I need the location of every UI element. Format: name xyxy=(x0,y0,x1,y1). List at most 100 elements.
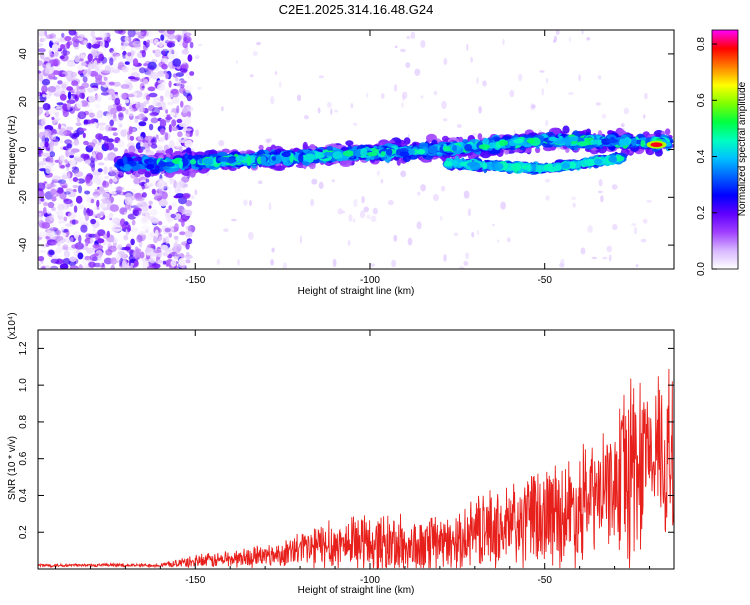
noise-blob xyxy=(74,95,79,101)
noise-blob xyxy=(164,92,174,99)
noise-blob xyxy=(112,228,122,232)
colorbar-tick-label: 0.8 xyxy=(696,37,707,51)
signal-blob xyxy=(416,148,426,155)
noise-blob xyxy=(80,62,87,67)
noise-blob xyxy=(90,30,95,38)
noise-blob xyxy=(59,190,67,200)
noise-blob xyxy=(48,73,56,80)
signal-blob xyxy=(494,162,504,171)
speckle-blob xyxy=(407,133,410,138)
signal-blob xyxy=(608,156,617,163)
noise-blob xyxy=(41,152,51,157)
noise-blob xyxy=(96,199,100,208)
signal-blob xyxy=(537,164,543,174)
noise-blob xyxy=(110,257,117,265)
noise-blob xyxy=(181,176,190,183)
noise-blob xyxy=(164,227,171,233)
noise-blob xyxy=(95,133,104,140)
speckle-blob xyxy=(350,103,354,109)
noise-blob xyxy=(87,53,93,62)
noise-blob xyxy=(55,247,61,254)
noise-blob xyxy=(69,154,75,159)
noise-blob xyxy=(175,93,183,99)
snr-y-label: SNR (10 * v/v) xyxy=(7,436,18,500)
speckle-blob xyxy=(236,60,238,64)
noise-blob xyxy=(179,122,187,127)
signal-blob xyxy=(122,156,128,165)
speckle-blob xyxy=(470,56,473,63)
noise-blob xyxy=(38,231,48,238)
noise-blob xyxy=(110,264,115,269)
noise-blob xyxy=(164,87,171,94)
noise-blob xyxy=(92,175,100,184)
noise-blob xyxy=(104,32,111,38)
noise-blob xyxy=(91,44,101,49)
noise-blob xyxy=(121,66,129,73)
noise-blob xyxy=(98,186,105,193)
signal-blob xyxy=(482,162,488,170)
signal-blob xyxy=(619,138,630,146)
noise-blob xyxy=(158,136,166,143)
noise-blob xyxy=(156,180,165,189)
noise-blob xyxy=(137,136,144,141)
y-tick-label: -40 xyxy=(18,237,29,252)
snr-y-axis: 0.20.40.60.81.01.2 xyxy=(18,341,674,539)
noise-blob xyxy=(80,153,87,159)
noise-blob xyxy=(59,263,69,269)
noise-blob xyxy=(174,188,181,193)
colorbar-tick-label: 0.4 xyxy=(696,149,707,163)
speckle-blob xyxy=(500,201,506,210)
noise-blob xyxy=(62,103,68,111)
noise-blob xyxy=(67,71,72,77)
noise-blob xyxy=(121,223,127,231)
noise-blob xyxy=(51,196,57,202)
noise-blob xyxy=(189,41,194,49)
noise-blob xyxy=(132,250,140,258)
noise-blob xyxy=(158,199,168,207)
speckle-blob xyxy=(463,261,469,266)
speckle-blob xyxy=(359,210,366,219)
speckle-blob xyxy=(195,129,200,137)
speckle-blob xyxy=(476,77,479,84)
noise-blob xyxy=(130,193,136,201)
noise-blob xyxy=(151,217,159,225)
y-tick-label: 0.8 xyxy=(18,415,29,429)
speckle-blob xyxy=(372,207,378,215)
noise-blob xyxy=(158,187,163,196)
speckle-blob xyxy=(394,84,398,92)
noise-blob xyxy=(69,151,76,155)
signal-blob xyxy=(298,153,304,163)
noise-blob xyxy=(63,249,70,258)
noise-blob xyxy=(148,257,156,263)
noise-blob xyxy=(63,216,68,222)
noise-blob xyxy=(106,215,114,219)
speckle-blob xyxy=(608,254,612,262)
y-tick-label: 1.2 xyxy=(18,341,29,355)
noise-blob xyxy=(180,80,187,84)
noise-blob xyxy=(165,209,170,213)
noise-blob xyxy=(116,117,122,125)
noise-blob xyxy=(131,66,140,71)
y-tick-label: 40 xyxy=(18,48,29,60)
noise-blob xyxy=(179,231,186,236)
noise-blob xyxy=(174,251,181,259)
speckle-blob xyxy=(572,202,576,208)
noise-blob xyxy=(94,103,101,109)
spectrogram-x-axis: -150 -100 -50 xyxy=(185,30,552,286)
noise-blob xyxy=(101,135,109,141)
colorbar-tick-label: 0.6 xyxy=(696,93,707,107)
noise-blob xyxy=(128,76,136,80)
noise-blob xyxy=(57,179,67,185)
noise-blob xyxy=(129,265,134,269)
noise-blob xyxy=(73,171,84,178)
noise-blob xyxy=(169,176,173,185)
speckle-blob xyxy=(598,179,603,187)
noise-blob xyxy=(106,111,112,115)
noise-blob xyxy=(141,225,151,231)
speckle-blob xyxy=(601,113,607,119)
signal-blob xyxy=(428,145,438,154)
speckle-blob xyxy=(231,218,237,222)
noise-blob xyxy=(106,230,111,238)
noise-blob xyxy=(182,194,191,200)
speckle-blob xyxy=(531,104,536,109)
